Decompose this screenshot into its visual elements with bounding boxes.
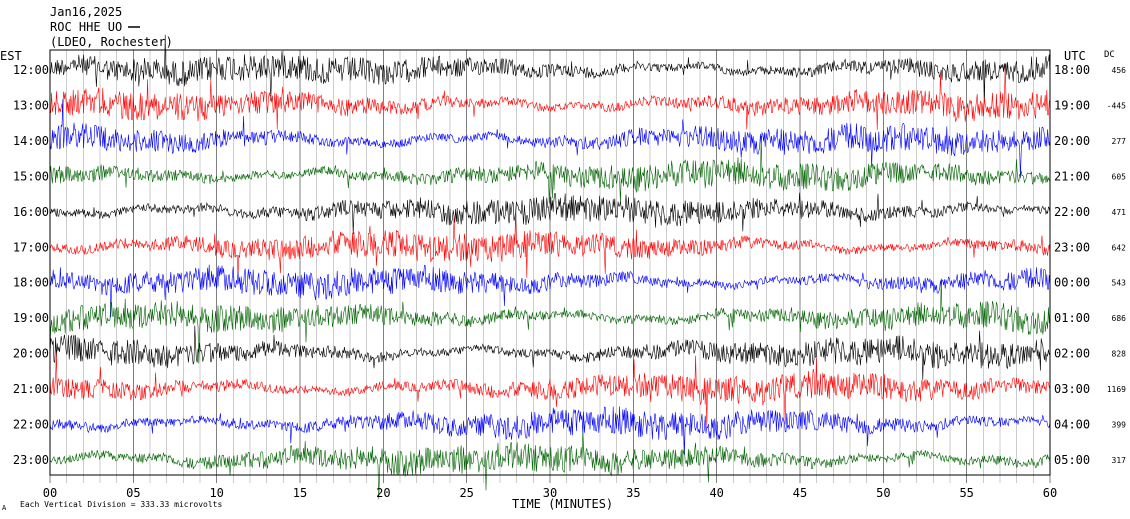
trace-line xyxy=(49,432,1051,500)
dc-label: DC xyxy=(1104,50,1115,60)
trace-line xyxy=(49,192,1051,235)
x-tick-label: 30 xyxy=(543,486,557,500)
header-location: (LDEO, Rochester) xyxy=(50,35,173,49)
utc-time-label: 05:00 xyxy=(1054,453,1090,467)
x-tick-label: 00 xyxy=(43,486,57,500)
est-time-label: 14:00 xyxy=(13,134,49,148)
trace-line xyxy=(49,352,1051,426)
trace-line xyxy=(49,278,1051,364)
utc-time-label: 21:00 xyxy=(1054,169,1090,183)
trace-line xyxy=(49,99,1051,179)
dc-value-label: 399 xyxy=(1112,421,1127,430)
utc-time-label: 01:00 xyxy=(1054,311,1090,325)
dc-value-label: 642 xyxy=(1112,243,1127,252)
utc-time-label: 23:00 xyxy=(1054,240,1090,254)
utc-time-label: 02:00 xyxy=(1054,347,1090,361)
est-time-label: 22:00 xyxy=(13,418,49,432)
trace-line xyxy=(49,34,1051,103)
trace-line xyxy=(49,63,1051,130)
x-tick-label: 20 xyxy=(376,486,390,500)
est-time-label: 13:00 xyxy=(13,98,49,112)
x-tick-label: 15 xyxy=(293,486,307,500)
utc-time-label: 18:00 xyxy=(1054,63,1090,77)
dc-value-label: 605 xyxy=(1112,172,1127,181)
x-tick-label: 10 xyxy=(209,486,223,500)
x-tick-label: 55 xyxy=(959,486,973,500)
utc-time-label: 19:00 xyxy=(1054,98,1090,112)
dc-value-label: 456 xyxy=(1112,66,1127,75)
est-time-label: 15:00 xyxy=(13,169,49,183)
x-tick-label: 25 xyxy=(459,486,473,500)
traces-layer xyxy=(49,34,1051,500)
dc-value-label: 686 xyxy=(1112,314,1127,323)
dc-value-label: 1169 xyxy=(1107,385,1126,394)
dc-value-label: -445 xyxy=(1107,101,1126,110)
trace-line xyxy=(49,264,1051,318)
utc-time-label: 22:00 xyxy=(1054,205,1090,219)
x-tick-label: 40 xyxy=(709,486,723,500)
dc-value-label: 828 xyxy=(1112,350,1127,359)
est-time-label: 16:00 xyxy=(13,205,49,219)
x-tick-label: 45 xyxy=(793,486,807,500)
x-tick-labels: 00 05 10 15 20 25 30 35 40 45 50 55 60 xyxy=(43,486,1057,500)
dc-value-label: 543 xyxy=(1112,279,1127,288)
dc-value-label: 277 xyxy=(1112,137,1127,146)
est-time-label: 12:00 xyxy=(13,63,49,77)
est-time-label: 18:00 xyxy=(13,276,49,290)
x-tick-label: 35 xyxy=(626,486,640,500)
utc-label: UTC xyxy=(1064,49,1086,63)
trace-line xyxy=(49,135,1051,204)
plot-frame xyxy=(49,49,1051,476)
est-time-label: 23:00 xyxy=(13,453,49,467)
utc-time-label: 03:00 xyxy=(1054,382,1090,396)
row-labels: 12:00 18:00 456 13:00 19:00 -445 14:00 20:00 277… xyxy=(13,63,1126,467)
dc-value-label: 317 xyxy=(1112,456,1127,465)
header-date: Jan16,2025 xyxy=(50,5,122,19)
trace-line xyxy=(49,406,1051,456)
utc-time-label: 20:00 xyxy=(1054,134,1090,148)
header-station: ROC HHE UO xyxy=(50,20,122,34)
trace-line xyxy=(49,325,1051,380)
est-time-label: 19:00 xyxy=(13,311,49,325)
x-tick-label: 05 xyxy=(126,486,140,500)
x-axis-label: TIME (MINUTES) xyxy=(512,497,613,511)
est-time-label: 17:00 xyxy=(13,240,49,254)
est-time-label: 21:00 xyxy=(13,382,49,396)
scale-note: Each Vertical Division = 333.33 microvol… xyxy=(20,500,222,509)
est-time-label: 20:00 xyxy=(13,347,49,361)
corner-mark: A xyxy=(2,504,7,512)
x-tick-label: 50 xyxy=(876,486,890,500)
est-label: EST xyxy=(0,49,22,63)
trace-line xyxy=(49,210,1051,278)
x-tick-label: 60 xyxy=(1043,486,1057,500)
utc-time-label: 00:00 xyxy=(1054,276,1090,290)
utc-time-label: 04:00 xyxy=(1054,418,1090,432)
dc-value-label: 471 xyxy=(1112,208,1127,217)
